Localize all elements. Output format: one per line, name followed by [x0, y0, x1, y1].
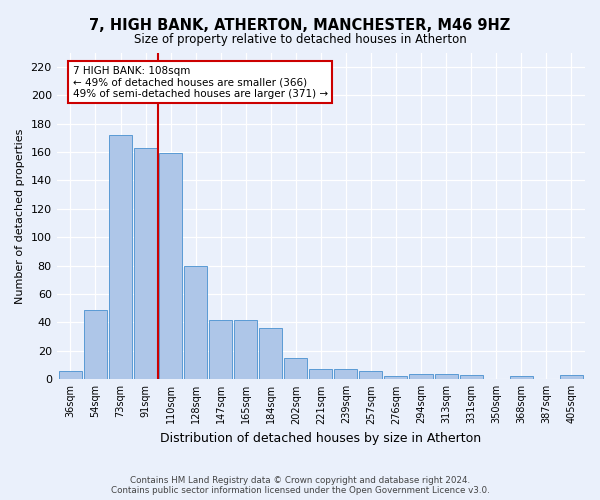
Bar	[385, 376, 407, 380]
Text: Contains HM Land Registry data © Crown copyright and database right 2024.
Contai: Contains HM Land Registry data © Crown c…	[110, 476, 490, 495]
Y-axis label: Number of detached properties: Number of detached properties	[15, 128, 25, 304]
Bar	[109, 135, 132, 380]
Text: 7, HIGH BANK, ATHERTON, MANCHESTER, M46 9HZ: 7, HIGH BANK, ATHERTON, MANCHESTER, M46 …	[89, 18, 511, 32]
Bar	[184, 266, 207, 380]
Bar	[560, 375, 583, 380]
Bar	[259, 328, 282, 380]
Bar	[84, 310, 107, 380]
Bar	[359, 371, 382, 380]
Text: Size of property relative to detached houses in Atherton: Size of property relative to detached ho…	[134, 32, 466, 46]
Text: 7 HIGH BANK: 108sqm
← 49% of detached houses are smaller (366)
49% of semi-detac: 7 HIGH BANK: 108sqm ← 49% of detached ho…	[73, 66, 328, 99]
X-axis label: Distribution of detached houses by size in Atherton: Distribution of detached houses by size …	[160, 432, 481, 445]
Bar	[310, 370, 332, 380]
Bar	[159, 154, 182, 380]
Bar	[134, 148, 157, 380]
Bar	[209, 320, 232, 380]
Bar	[434, 374, 458, 380]
Bar	[509, 376, 533, 380]
Bar	[334, 370, 358, 380]
Bar	[460, 375, 482, 380]
Bar	[59, 371, 82, 380]
Bar	[409, 374, 433, 380]
Bar	[284, 358, 307, 380]
Bar	[234, 320, 257, 380]
